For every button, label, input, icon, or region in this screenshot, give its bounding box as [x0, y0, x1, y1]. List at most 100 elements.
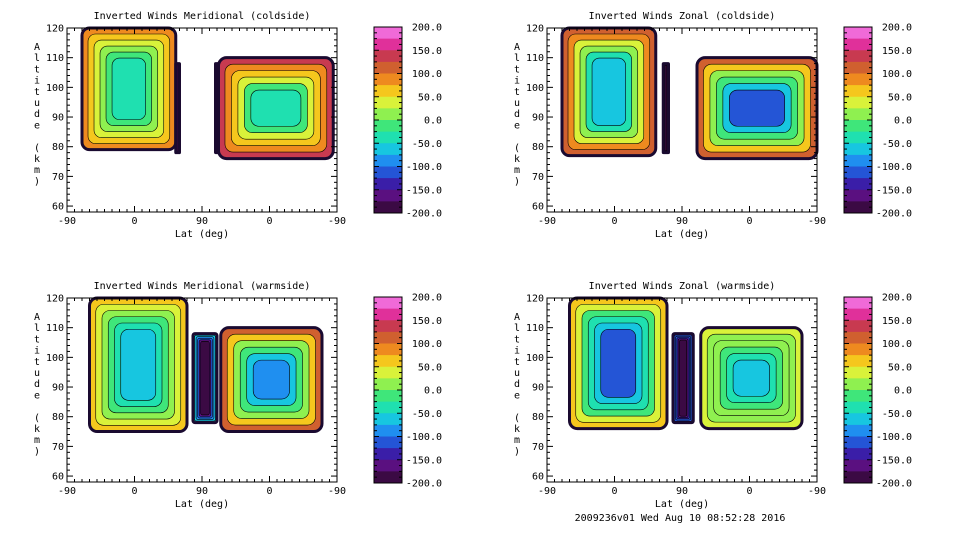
- colorbar-tick-label: 0.0: [894, 386, 912, 397]
- y-tick-label: 100: [46, 353, 64, 364]
- x-tick-label: -90: [328, 486, 346, 497]
- colorbar-swatch: [374, 331, 402, 344]
- colorbar-swatch: [844, 378, 872, 391]
- contour-level: [664, 64, 668, 152]
- chart-panel-4: Inverted Winds Zonal (warmside) 60 70 80 90 1…: [514, 281, 912, 510]
- colorbar-swatch: [374, 120, 402, 133]
- colorbar-swatch: [374, 178, 402, 191]
- colorbar: 200.0 150.0 100.0 50.0 0.0 -50.0 -100.0 -150.0 -…: [373, 23, 442, 220]
- y-tick-label: 60: [532, 202, 544, 213]
- x-axis-label: Lat (deg): [655, 499, 709, 510]
- colorbar-swatch: [374, 366, 402, 379]
- x-tick-label: 90: [676, 216, 688, 227]
- chart-title: Inverted Winds Zonal (coldside): [589, 11, 776, 22]
- colorbar-swatch: [844, 448, 872, 461]
- colorbar-swatch: [844, 96, 872, 109]
- x-tick-label: -90: [808, 486, 826, 497]
- colorbar-tick-label: -50.0: [412, 139, 442, 150]
- colorbar-tick-label: -200.0: [406, 209, 442, 220]
- colorbar-tick-label: 150.0: [882, 316, 912, 327]
- y-tick-label: 60: [532, 472, 544, 483]
- colorbar-swatch: [374, 297, 402, 310]
- x-tick-label: 0: [746, 216, 752, 227]
- y-tick-label: 120: [526, 294, 544, 305]
- colorbar-swatch: [374, 424, 402, 437]
- contour-region: [699, 326, 804, 431]
- contour-level: [732, 359, 770, 397]
- contour-level: [600, 328, 637, 398]
- figure-footer: 2009236v01 Wed Aug 10 08:52:28 2016: [574, 513, 786, 524]
- colorbar-tick-label: -100.0: [876, 432, 912, 443]
- colorbar-swatch: [844, 120, 872, 133]
- colorbar-tick-label: 50.0: [888, 92, 912, 103]
- colorbar-tick-label: -100.0: [876, 162, 912, 173]
- x-tick-label: 0: [611, 486, 617, 497]
- colorbar-swatch: [844, 459, 872, 472]
- colorbar-swatch: [844, 73, 872, 86]
- y-tick-label: 60: [52, 202, 64, 213]
- colorbar-tick-label: 100.0: [412, 339, 442, 350]
- colorbar-swatch: [374, 27, 402, 40]
- contour-edge: [219, 326, 324, 434]
- colorbar-tick-label: 50.0: [418, 362, 442, 373]
- y-tick-label: 90: [532, 113, 544, 124]
- x-tick-label: 0: [131, 486, 137, 497]
- y-tick-label: 80: [532, 412, 544, 423]
- x-tick-label: -90: [538, 486, 556, 497]
- y-tick-label: 100: [526, 83, 544, 94]
- chart-title: Inverted Winds Zonal (warmside): [589, 281, 776, 292]
- x-axis-label: Lat (deg): [175, 229, 229, 240]
- colorbar-swatch: [844, 154, 872, 167]
- colorbar-swatch: [374, 108, 402, 121]
- contour-edge: [661, 62, 670, 155]
- contour-level: [250, 89, 302, 127]
- contour-region: [568, 296, 669, 431]
- contour-region: [671, 332, 695, 425]
- colorbar-swatch: [374, 448, 402, 461]
- colorbar-swatch: [374, 413, 402, 426]
- colorbar-tick-label: -200.0: [876, 479, 912, 490]
- y-tick-label: 70: [532, 442, 544, 453]
- colorbar-swatch: [844, 343, 872, 356]
- y-tick-label: 80: [532, 142, 544, 153]
- contour-region: [661, 62, 670, 155]
- contour-region: [695, 56, 819, 161]
- colorbar-swatch: [374, 401, 402, 414]
- contour-edge: [671, 332, 695, 425]
- colorbar-swatch: [844, 320, 872, 333]
- colorbar-swatch: [374, 38, 402, 51]
- x-tick-label: -90: [808, 216, 826, 227]
- colorbar-tick-label: 150.0: [882, 46, 912, 57]
- x-tick-label: 0: [266, 216, 272, 227]
- colorbar-tick-label: -200.0: [876, 209, 912, 220]
- colorbar-swatch: [374, 355, 402, 368]
- colorbar-swatch: [844, 308, 872, 321]
- colorbar-tick-label: 50.0: [888, 362, 912, 373]
- contour-edge: [191, 332, 219, 425]
- y-tick-label: 70: [52, 442, 64, 453]
- chart-panel-2: Inverted Winds Zonal (coldside) 60 70 80 90 1…: [514, 11, 912, 240]
- colorbar-tick-label: -200.0: [406, 479, 442, 490]
- colorbar-swatch: [844, 38, 872, 51]
- colorbar-swatch: [374, 143, 402, 156]
- colorbar-tick-label: -50.0: [412, 409, 442, 420]
- y-tick-label: 120: [526, 24, 544, 35]
- y-tick-label: 110: [46, 323, 64, 334]
- colorbar-tick-label: -100.0: [406, 432, 442, 443]
- contour-region: [88, 296, 189, 434]
- colorbar-swatch: [844, 108, 872, 121]
- colorbar-swatch: [844, 413, 872, 426]
- x-tick-label: -90: [328, 216, 346, 227]
- x-tick-label: 90: [196, 216, 208, 227]
- contour-level: [200, 341, 210, 416]
- colorbar-tick-label: 100.0: [882, 69, 912, 80]
- colorbar-swatch: [844, 355, 872, 368]
- contour-level: [729, 89, 785, 127]
- colorbar-swatch: [374, 154, 402, 167]
- colorbar: 200.0 150.0 100.0 50.0 0.0 -50.0 -100.0 -150.0 -…: [843, 23, 912, 220]
- colorbar-tick-label: -100.0: [406, 162, 442, 173]
- colorbar-swatch: [844, 424, 872, 437]
- y-tick-label: 60: [52, 472, 64, 483]
- contour-region: [191, 332, 219, 425]
